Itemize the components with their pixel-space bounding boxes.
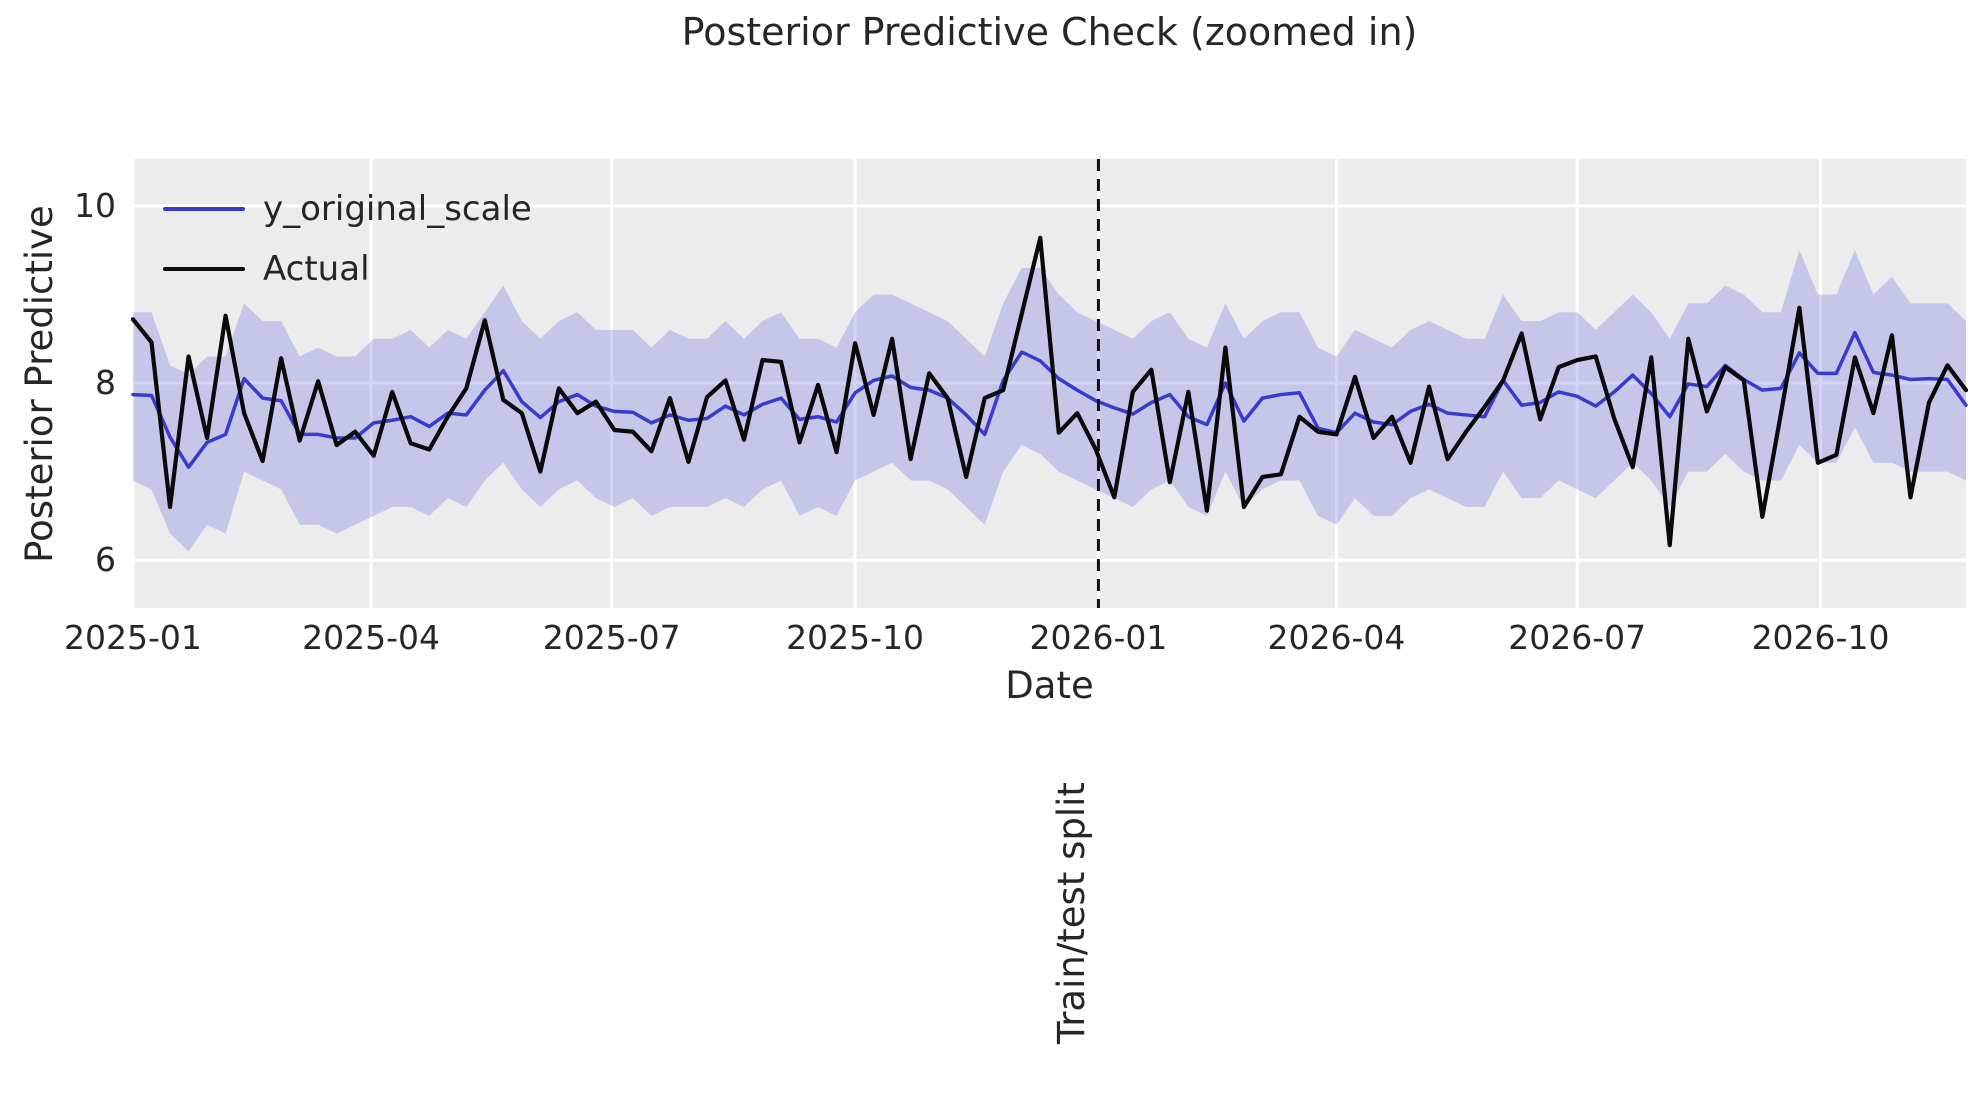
y-tick-label: 6 (95, 540, 116, 580)
train-test-split-label: Train/test split (1050, 782, 1093, 1044)
x-axis-label: Date (1005, 664, 1094, 707)
legend-line-sample-blue (163, 207, 245, 211)
legend-item-y-original-scale: y_original_scale (163, 186, 532, 232)
y-tick-label: 10 (74, 185, 116, 225)
series-line-y-original-scale (131, 330, 1968, 469)
legend-line-sample-black (163, 267, 245, 271)
x-tick-label: 2026-04 (1267, 618, 1406, 657)
posterior-interval-band (133, 250, 1966, 552)
chart-title: Posterior Predictive Check (zoomed in) (681, 10, 1418, 54)
legend: y_original_scale Actual (163, 186, 532, 306)
x-tick-label: 2025-07 (542, 618, 681, 657)
x-tick-label: 2025-04 (302, 618, 440, 657)
x-tick-label: 2026-07 (1508, 618, 1647, 657)
x-tick-label: 2025-01 (64, 618, 202, 657)
x-tick-label: 2026-01 (1029, 618, 1168, 657)
legend-item-actual: Actual (163, 246, 532, 292)
x-tick-label: 2026-10 (1751, 618, 1890, 657)
legend-label: y_original_scale (263, 189, 532, 229)
y-tick-label: 8 (95, 363, 116, 403)
legend-label: Actual (263, 249, 370, 289)
series-line-actual (130, 235, 1969, 548)
x-tick-label: 2025-10 (786, 618, 925, 657)
